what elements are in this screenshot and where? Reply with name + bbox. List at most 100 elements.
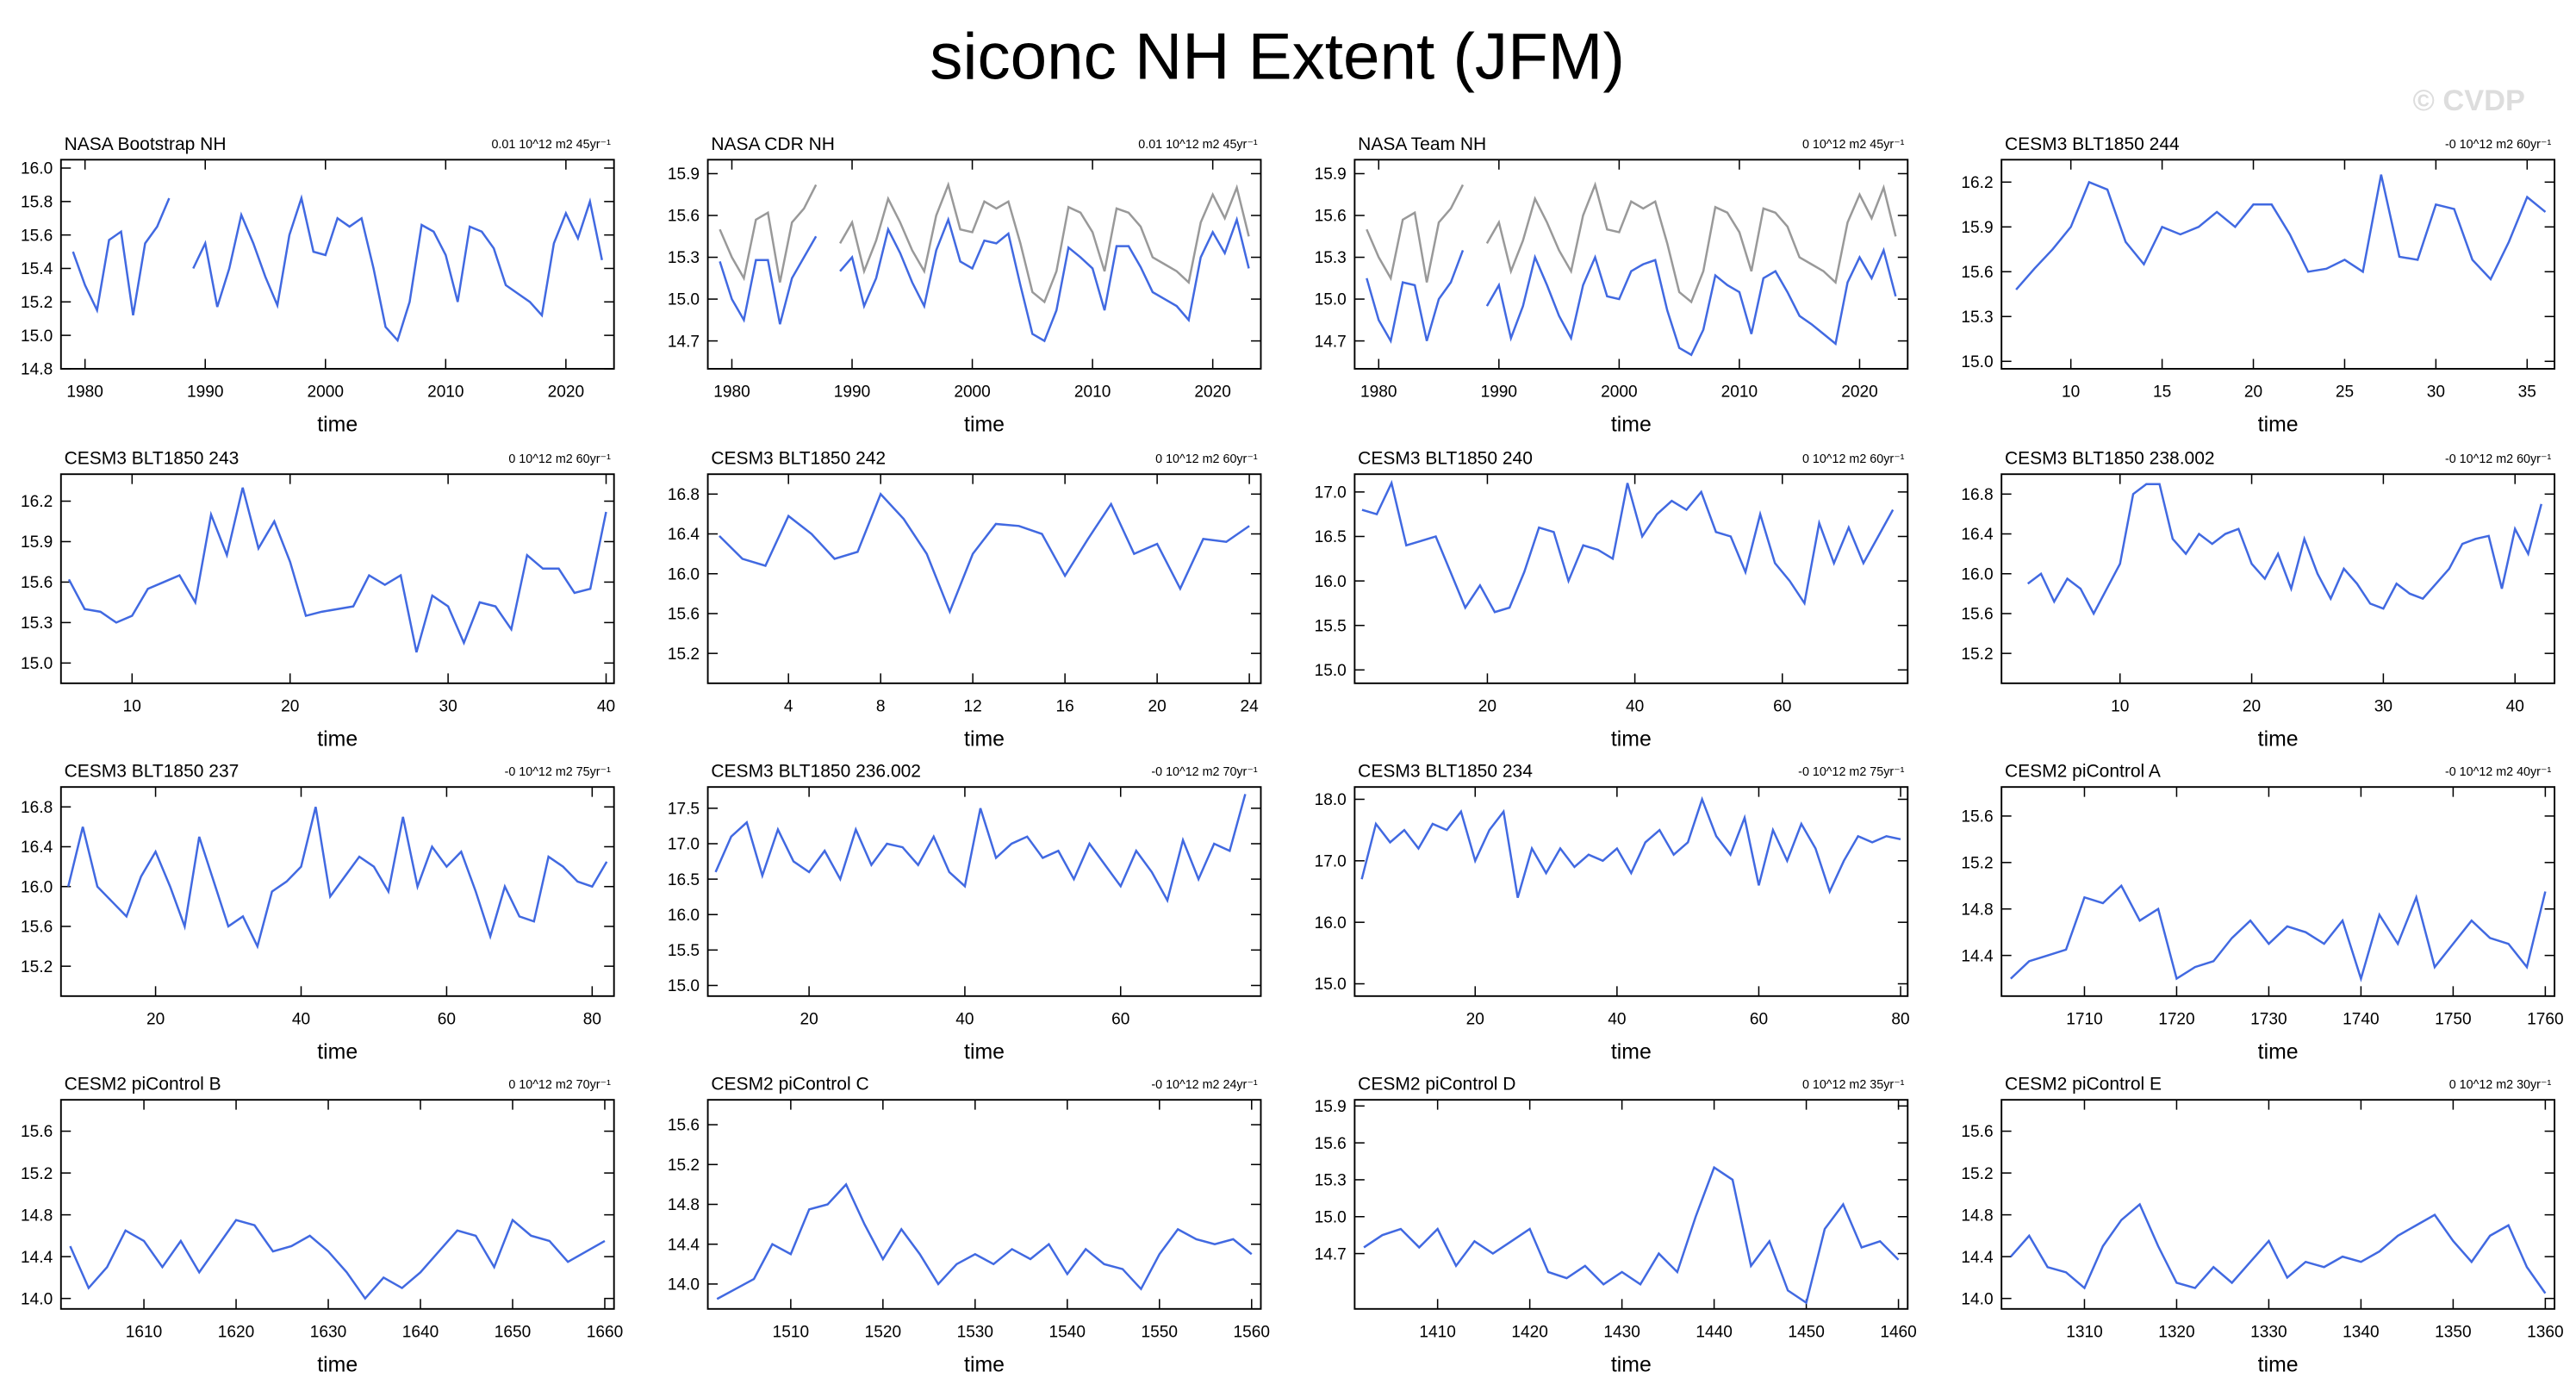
x-tick-label: 40	[292, 1010, 310, 1028]
y-tick-label: 15.0	[1961, 353, 1993, 371]
data-line	[719, 215, 1250, 343]
panel: CESM3 BLT1850 236.002 -0 10^12 m2 70yr⁻¹ t…	[668, 762, 1262, 1063]
x-tick-label: 1540	[1049, 1323, 1086, 1341]
y-tick-label: 16.0	[21, 878, 53, 896]
y-tick-label: 17.0	[668, 836, 700, 854]
panel: CESM2 piControl C -0 10^12 m2 24yr⁻¹ time 1…	[668, 1075, 1270, 1377]
x-tick-label: 80	[1891, 1010, 1909, 1028]
panel-subtitle: -0 10^12 m2 24yr⁻¹	[1151, 1078, 1257, 1092]
x-axis-label: time	[317, 1040, 358, 1063]
plot-frame	[59, 159, 615, 370]
panel-title: CESM2 piControl E	[2005, 1075, 2162, 1095]
x-tick-label: 25	[2336, 383, 2354, 401]
y-tick-label: 15.0	[21, 655, 53, 673]
y-tick-label: 15.6	[21, 227, 53, 245]
y-tick-label: 16.0	[668, 565, 700, 583]
x-tick-label: 1750	[2435, 1010, 2471, 1028]
y-tick-label: 18.0	[1315, 791, 1347, 809]
y-tick-label: 15.5	[668, 942, 700, 960]
x-tick-label: 80	[583, 1010, 601, 1028]
panel-subtitle: 0 10^12 m2 70yr⁻¹	[508, 1078, 611, 1092]
y-tick-label: 14.4	[1961, 1249, 1994, 1267]
data-line	[719, 492, 1250, 614]
y-tick-label: 15.6	[1961, 264, 1993, 282]
x-tick-label: 1980	[713, 383, 750, 401]
x-tick-label: 40	[597, 697, 615, 715]
plot-frame	[2000, 786, 2556, 997]
data-line	[2026, 483, 2542, 616]
y-tick-label: 15.6	[1315, 208, 1347, 226]
panel: CESM2 piControl A -0 10^12 m2 40yr⁻¹ time 1…	[1961, 762, 2563, 1064]
y-tick-label: 15.0	[1315, 1208, 1347, 1226]
data-line	[1366, 246, 1897, 357]
y-tick-label: 15.3	[1961, 309, 1993, 327]
x-tick-label: 1650	[495, 1323, 531, 1341]
x-tick-label: 20	[1466, 1010, 1484, 1028]
x-tick-label: 1550	[1142, 1323, 1178, 1341]
y-tick-label: 15.5	[1315, 617, 1347, 635]
y-tick-label: 15.6	[1315, 1135, 1347, 1153]
y-tick-label: 15.6	[668, 1117, 700, 1135]
x-tick-label: 1610	[126, 1323, 162, 1341]
x-tick-label: 1980	[66, 383, 103, 401]
x-axis-label: time	[1611, 1353, 1652, 1376]
panel: CESM3 BLT1850 243 0 10^12 m2 60yr⁻¹ time 15…	[21, 449, 615, 752]
data-line	[1360, 795, 1901, 898]
y-tick-label: 16.8	[21, 799, 53, 817]
y-tick-label: 14.8	[1961, 1207, 1993, 1225]
panel-subtitle: 0 10^12 m2 60yr⁻¹	[1155, 452, 1258, 466]
plot-frame	[706, 786, 1262, 997]
x-tick-label: 60	[438, 1010, 456, 1028]
x-tick-label: 1530	[957, 1323, 993, 1341]
data-line	[67, 807, 608, 950]
y-tick-label: 15.9	[21, 533, 53, 552]
panel-subtitle: -0 10^12 m2 75yr⁻¹	[505, 765, 611, 779]
data-line	[67, 487, 607, 653]
y-tick-label: 16.2	[1961, 174, 1993, 192]
x-tick-label: 1990	[187, 383, 223, 401]
data-line	[2015, 174, 2547, 290]
panel-subtitle: 0 10^12 m2 60yr⁻¹	[508, 452, 611, 466]
y-tick-label: 14.8	[21, 1207, 53, 1225]
panel-title: NASA Bootstrap NH	[65, 134, 227, 154]
x-axis-label: time	[317, 1353, 358, 1376]
y-tick-label: 15.9	[1315, 1098, 1347, 1116]
x-tick-label: 2000	[954, 383, 990, 401]
x-tick-label: 1430	[1603, 1323, 1640, 1341]
x-tick-label: 1760	[2527, 1010, 2563, 1028]
plot-frame	[706, 473, 1262, 684]
x-tick-label: 1620	[218, 1323, 254, 1341]
panel-title: CESM3 BLT1850 237	[65, 762, 240, 782]
panel-subtitle: 0 10^12 m2 60yr⁻¹	[1802, 452, 1905, 466]
y-tick-label: 16.8	[668, 486, 700, 504]
y-tick-label: 15.3	[1315, 249, 1347, 267]
panel: CESM2 piControl B 0 10^12 m2 70yr⁻¹ time 14…	[21, 1075, 623, 1377]
data-line	[2009, 1202, 2547, 1294]
data-line	[1363, 1165, 1900, 1305]
panel-subtitle: -0 10^12 m2 60yr⁻¹	[2445, 138, 2551, 152]
x-tick-label: 2000	[308, 383, 344, 401]
data-line	[69, 1218, 606, 1300]
plot-frame	[2000, 159, 2556, 370]
x-tick-label: 20	[800, 1010, 818, 1028]
panel: CESM3 BLT1850 237 -0 10^12 m2 75yr⁻¹ time 1…	[21, 762, 615, 1063]
x-tick-label: 2020	[1194, 383, 1230, 401]
panel: NASA Bootstrap NH 0.01 10^12 m2 45yr⁻¹ tim…	[21, 134, 615, 437]
y-tick-label: 14.0	[1961, 1290, 1993, 1308]
y-tick-label: 15.6	[21, 1123, 53, 1141]
y-tick-label: 15.3	[668, 249, 700, 267]
x-tick-label: 1990	[834, 383, 870, 401]
x-tick-label: 10	[2111, 697, 2129, 715]
y-tick-label: 16.0	[1961, 565, 1993, 583]
x-axis-label: time	[1611, 414, 1652, 437]
x-tick-label: 40	[2506, 697, 2524, 715]
y-tick-label: 15.9	[668, 165, 700, 184]
plot-frame	[706, 1099, 1262, 1310]
y-tick-label: 17.0	[1315, 853, 1347, 871]
y-tick-label: 16.4	[21, 839, 53, 857]
y-tick-label: 14.7	[1315, 1245, 1347, 1263]
x-tick-label: 1320	[2158, 1323, 2194, 1341]
panel-title: NASA Team NH	[1358, 134, 1486, 154]
x-axis-label: time	[2258, 414, 2299, 437]
x-axis-label: time	[2258, 1040, 2299, 1063]
